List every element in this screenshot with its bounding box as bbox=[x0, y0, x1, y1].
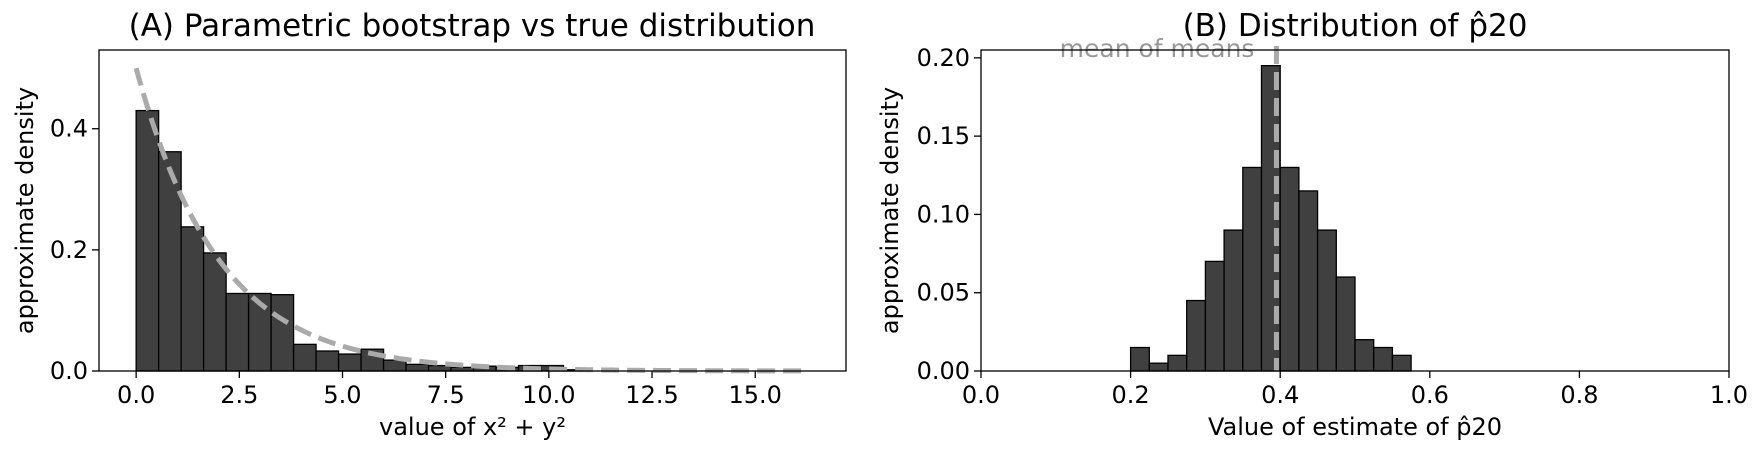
x-tick-label: 0.2 bbox=[1112, 381, 1150, 409]
histogram-bar bbox=[1279, 166, 1300, 372]
plot-frame bbox=[98, 49, 847, 372]
histogram-bar bbox=[1316, 229, 1337, 372]
x-tick-label: 0.0 bbox=[962, 381, 1000, 409]
histogram-bar bbox=[337, 353, 362, 372]
x-tick-label: 10.0 bbox=[522, 381, 575, 409]
chart-title: (A) Parametric bootstrap vs true distrib… bbox=[129, 8, 816, 44]
x-axis-label: Value of estimate of p̂20 bbox=[1208, 413, 1502, 441]
y-tick-label: 0.20 bbox=[917, 44, 970, 72]
histogram-bar bbox=[1354, 339, 1375, 372]
x-tick-label: 15.0 bbox=[728, 381, 781, 409]
histogram-bar bbox=[1373, 346, 1394, 372]
panel-a: 0.0 2.5 5.0 7.5 10.0 12.5 15.0 0.0 0.2 0.4 (A) Par… bbox=[11, 8, 847, 441]
histogram-bar bbox=[1223, 229, 1244, 372]
y-axis-label: approximate density bbox=[11, 87, 39, 334]
histogram-bar bbox=[1298, 190, 1319, 372]
y-axis-label: approximate density bbox=[876, 87, 904, 334]
x-tick-label: 0.8 bbox=[1560, 381, 1598, 409]
histogram-bar bbox=[270, 294, 295, 372]
histogram-bar bbox=[1391, 354, 1412, 372]
y-tick-label: 0.05 bbox=[917, 279, 970, 307]
x-tick-label: 7.5 bbox=[427, 381, 465, 409]
histogram-bar bbox=[180, 226, 205, 372]
histogram-bar bbox=[1148, 362, 1169, 372]
y-tick-label: 0.10 bbox=[917, 200, 970, 228]
histogram-bars bbox=[135, 109, 587, 372]
histogram-bar bbox=[1167, 354, 1188, 372]
histogram-bar bbox=[382, 359, 407, 372]
histogram-bar bbox=[315, 350, 340, 372]
histogram-bar bbox=[225, 292, 250, 372]
y-tick-label: 0.4 bbox=[50, 115, 88, 143]
x-tick-label: 1.0 bbox=[1710, 381, 1748, 409]
y-tick-label: 0.15 bbox=[917, 122, 970, 150]
histogram-bar bbox=[1186, 299, 1207, 372]
x-tick-label: 5.0 bbox=[323, 381, 361, 409]
histogram-bar bbox=[202, 252, 227, 372]
histogram-bar bbox=[1129, 346, 1150, 372]
y-tick-label: 0.0 bbox=[50, 357, 88, 385]
chart-title: (B) Distribution of p̂20 bbox=[1183, 8, 1528, 44]
plot-frame bbox=[980, 49, 1730, 372]
histogram-bars bbox=[1129, 65, 1412, 372]
x-tick-label: 0.6 bbox=[1411, 381, 1449, 409]
histogram-bar bbox=[1204, 260, 1225, 372]
y-tick-label: 0.00 bbox=[917, 357, 970, 385]
x-tick-label: 2.5 bbox=[220, 381, 258, 409]
histogram-bar bbox=[405, 363, 430, 372]
x-axis-label: value of x² + y² bbox=[379, 413, 566, 441]
y-tick-label: 0.2 bbox=[50, 236, 88, 264]
histogram-bar bbox=[157, 151, 182, 372]
mean-of-means-label: mean of means bbox=[1060, 34, 1255, 63]
histogram-bar bbox=[135, 109, 160, 372]
x-tick-label: 0.4 bbox=[1261, 381, 1299, 409]
histogram-bar bbox=[292, 343, 317, 372]
panel-b: mean of means 0.0 0.2 0.4 0.6 0.8 1.0 0.00 0.05 0… bbox=[876, 8, 1748, 441]
x-tick-label: 12.5 bbox=[625, 381, 678, 409]
histogram-bar bbox=[1242, 166, 1263, 372]
x-tick-label: 0.0 bbox=[117, 381, 155, 409]
histogram-bar bbox=[1335, 276, 1356, 372]
